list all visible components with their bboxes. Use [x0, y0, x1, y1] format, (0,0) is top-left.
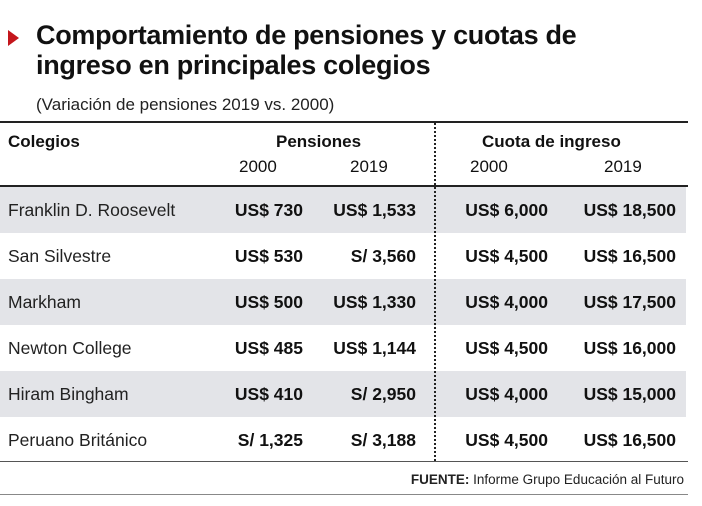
cuota-2019: US$ 16,500 — [583, 430, 676, 450]
page-subtitle: (Variación de pensiones 2019 vs. 2000) — [36, 95, 335, 114]
table-top-rule — [0, 121, 688, 123]
col-header-pensiones-2000: 2000 — [239, 157, 277, 176]
source-text: Informe Grupo Educación al Futuro — [473, 472, 684, 487]
col-header-pensiones-2019: 2019 — [350, 157, 388, 176]
triangle-bullet-icon — [8, 30, 19, 46]
school-name: Markham — [8, 292, 81, 312]
cuota-2019: US$ 16,000 — [583, 338, 676, 358]
pensiones-2019: S/ 3,188 — [350, 430, 416, 450]
col-header-cuota-2000: 2000 — [470, 157, 508, 176]
pensiones-2000: US$ 530 — [234, 246, 303, 266]
cuota-2019: US$ 17,500 — [583, 292, 676, 312]
school-name: Newton College — [8, 338, 132, 358]
pensiones-2019: US$ 1,144 — [333, 338, 416, 358]
source-note: FUENTE: Informe Grupo Educación al Futur… — [411, 472, 684, 487]
col-header-colegios: Colegios — [8, 132, 80, 151]
school-name: Peruano Británico — [8, 430, 148, 450]
cuota-2000: US$ 4,500 — [465, 338, 548, 358]
page-title: Comportamiento de pensiones y cuotas de … — [36, 20, 577, 80]
table-row: Hiram Bingham US$ 410 S/ 2,950 US$ 4,000 US$… — [0, 371, 686, 417]
cuota-2019: US$ 15,000 — [583, 384, 676, 404]
col-group-pensiones: Pensiones — [276, 132, 362, 151]
cuota-2000: US$ 6,000 — [465, 200, 548, 220]
column-divider — [434, 123, 436, 461]
school-name: Hiram Bingham — [8, 384, 129, 404]
pensiones-2000: US$ 485 — [234, 338, 303, 358]
table-row: San Silvestre US$ 530 S/ 3,560 US$ 4,500 US$… — [0, 233, 686, 279]
table-row: Newton College US$ 485 US$ 1,144 US$ 4,500 U… — [0, 325, 686, 371]
cuota-2019: US$ 16,500 — [583, 246, 676, 266]
table-row: Franklin D. Roosevelt US$ 730 US$ 1,533 US$… — [0, 187, 686, 233]
pensiones-2019: US$ 1,330 — [333, 292, 416, 312]
pensiones-2019: US$ 1,533 — [333, 200, 416, 220]
pensiones-2000: US$ 730 — [234, 200, 303, 220]
table-row: Peruano Británico S/ 1,325 S/ 3,188 US$ 4,5… — [0, 417, 686, 463]
cuota-2019: US$ 18,500 — [583, 200, 676, 220]
cuota-2000: US$ 4,500 — [465, 430, 548, 450]
table-header-rule — [0, 185, 688, 187]
table-row: Markham US$ 500 US$ 1,330 US$ 4,000 US$ 17,5… — [0, 279, 686, 325]
school-name: San Silvestre — [8, 246, 112, 266]
table-bottom-rule — [0, 461, 688, 462]
cuota-2000: US$ 4,000 — [465, 384, 548, 404]
pensiones-2019: S/ 2,950 — [350, 384, 416, 404]
cuota-2000: US$ 4,500 — [465, 246, 548, 266]
cuota-2000: US$ 4,000 — [465, 292, 548, 312]
col-group-cuota: Cuota de ingreso — [482, 132, 621, 151]
col-header-cuota-2019: 2019 — [604, 157, 642, 176]
pensiones-2000: US$ 500 — [234, 292, 303, 312]
school-name: Franklin D. Roosevelt — [8, 200, 176, 220]
pensiones-2000: S/ 1,325 — [237, 430, 303, 450]
pensiones-2000: US$ 410 — [234, 384, 303, 404]
footer-rule — [0, 494, 688, 495]
source-label: FUENTE: — [410, 472, 470, 487]
pensiones-2019: S/ 3,560 — [350, 246, 416, 266]
